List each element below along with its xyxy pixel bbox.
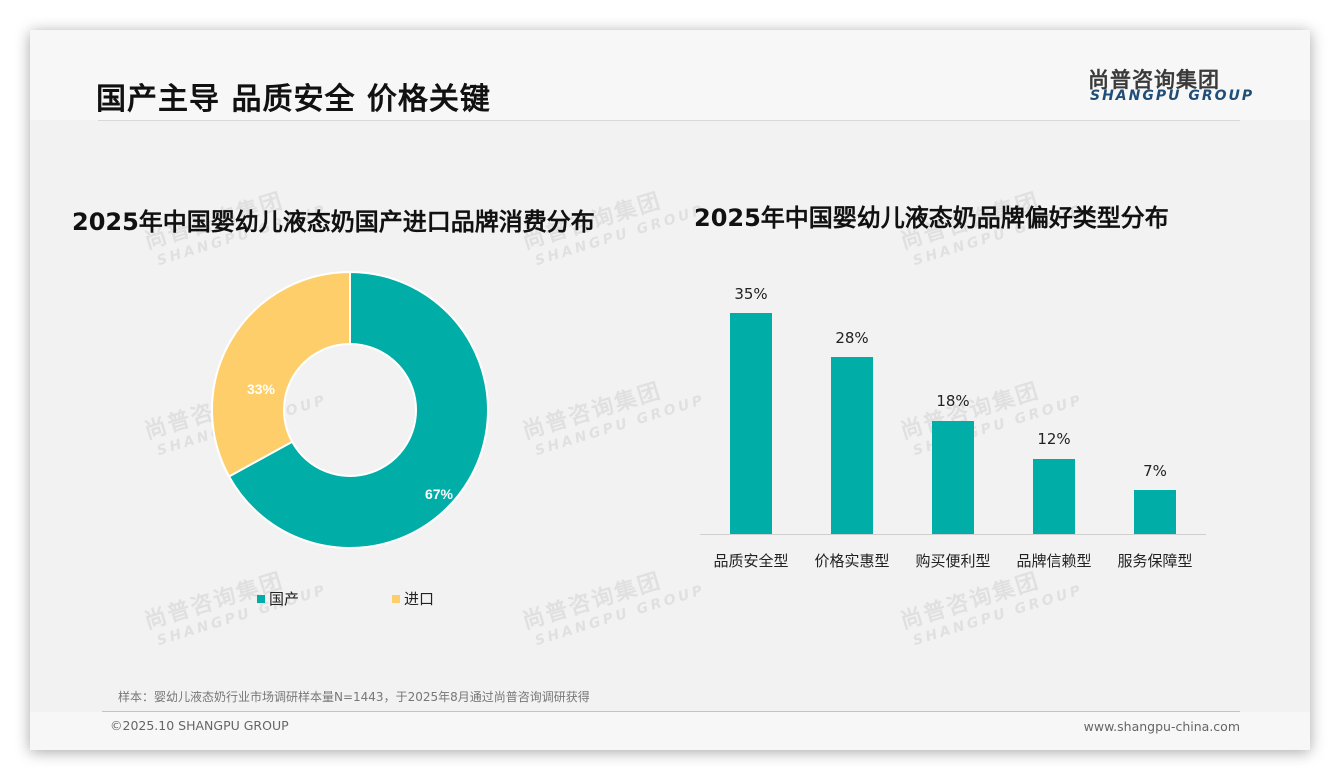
legend-item-domestic: 国产 <box>257 588 299 609</box>
donut-chart: 67% 33% <box>211 270 489 549</box>
donut-slice-import <box>211 270 351 478</box>
bar-category: 购买便利型 <box>915 552 991 570</box>
bar-value: 12% <box>1037 430 1071 448</box>
bar-quality-safety <box>730 313 772 534</box>
right-chart-title: 2025年中国婴幼儿液态奶品牌偏好类型分布 <box>694 204 1169 232</box>
copyright: ©2025.10 SHANGPU GROUP <box>110 718 289 733</box>
bar-brand-trust <box>1033 459 1075 534</box>
bar-service-guarantee <box>1134 490 1176 534</box>
legend-label: 进口 <box>404 590 435 608</box>
bar-value: 18% <box>936 392 970 410</box>
bar-category: 服务保障型 <box>1117 552 1193 570</box>
sample-footnote: 样本：婴幼儿液态奶行业市场调研样本量N=1443，于2025年8月通过尚普咨询调… <box>118 690 590 704</box>
bar-value: 35% <box>734 285 768 303</box>
bar-purchase-convenience <box>932 421 974 534</box>
left-chart-title: 2025年中国婴幼儿液态奶国产进口品牌消费分布 <box>72 208 595 236</box>
logo-chinese: 尚普咨询集团 <box>1088 68 1220 92</box>
title-divider <box>98 120 1240 121</box>
legend-label: 国产 <box>269 590 300 608</box>
x-axis-line <box>700 534 1206 535</box>
donut-label-import: 33% <box>247 381 276 397</box>
footer-divider <box>102 711 1240 712</box>
bar-category: 品牌信赖型 <box>1016 552 1092 570</box>
bar-price-value <box>831 357 873 534</box>
bar-value: 28% <box>835 329 869 347</box>
donut-slice-domestic <box>227 270 489 549</box>
bar-category: 品质安全型 <box>713 552 789 570</box>
legend-item-import: 进口 <box>392 588 434 609</box>
bar-category: 价格实惠型 <box>814 552 890 570</box>
donut-label-domestic: 67% <box>425 486 454 502</box>
page-title: 国产主导 品质安全 价格关键 <box>96 82 491 117</box>
footer-band <box>30 712 1310 750</box>
header-band <box>30 30 1310 120</box>
legend-swatch-domestic <box>257 594 265 603</box>
website-link[interactable]: www.shangpu-china.com <box>1083 719 1240 734</box>
slide: 尚普咨询集团 SHANGPU GROUP 尚普咨询集团 SHANGPU GROUP … <box>30 30 1310 750</box>
logo-english: SHANGPU GROUP <box>1090 88 1255 104</box>
legend-swatch-import <box>392 594 400 603</box>
bar-value: 7% <box>1143 462 1167 480</box>
